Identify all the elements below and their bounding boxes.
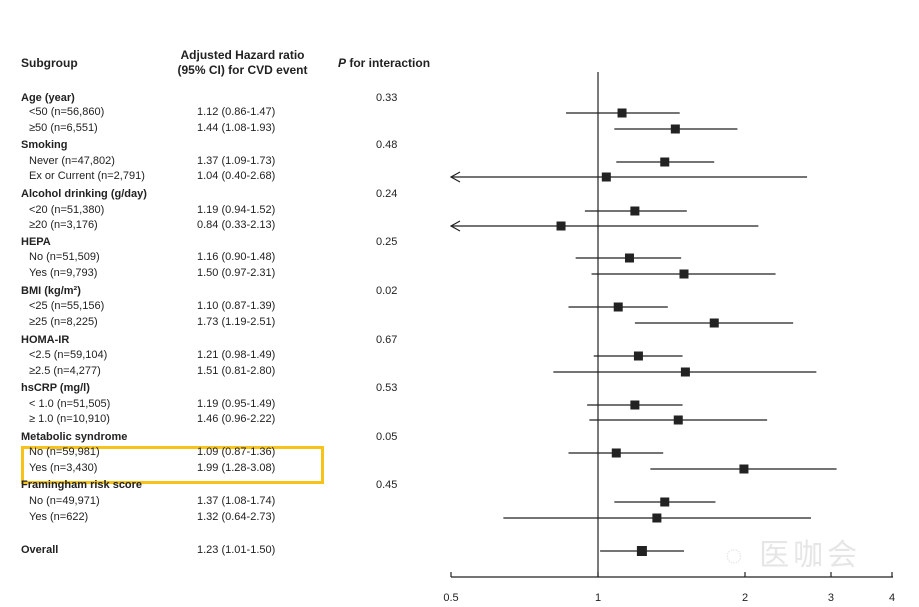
ci-arrow-left — [449, 220, 461, 232]
hr-ci-text: 1.32 (0.64-2.73) — [197, 511, 276, 523]
x-tick-label: 2 — [742, 592, 748, 604]
hr-ci-text: 1.12 (0.86-1.47) — [197, 106, 276, 118]
subgroup-label: ≥2.5 (n=4,277) — [29, 365, 101, 377]
subgroup-label: Yes (n=3,430) — [29, 462, 98, 474]
subgroup-label: < 1.0 (n=51,505) — [29, 398, 111, 410]
p-interaction-value: 0.45 — [376, 479, 398, 491]
hr-point — [660, 497, 670, 507]
hr-point — [739, 464, 749, 474]
hr-header-line2: (95% CI) for CVD event — [177, 63, 308, 77]
subgroup-label: Never (n=47,802) — [29, 155, 115, 167]
p-header-rest: for interaction — [346, 56, 431, 70]
hr-ci-text: 1.46 (0.96-2.22) — [197, 413, 276, 425]
hr-point — [680, 367, 690, 377]
hr-point — [670, 124, 680, 134]
hr-point — [660, 157, 670, 167]
p-interaction-value: 0.25 — [376, 236, 398, 248]
ci-arrow-left — [449, 171, 461, 183]
hr-ci-text: 1.19 (0.95-1.49) — [197, 398, 276, 410]
subgroup-label: ≥25 (n=8,225) — [29, 316, 98, 328]
subgroup-label: No (n=49,971) — [29, 495, 100, 507]
x-tick-label: 4 — [889, 592, 895, 604]
hr-point — [601, 172, 611, 182]
hr-ci-text: 1.10 (0.87-1.39) — [197, 300, 276, 312]
subgroup-label: ≥50 (n=6,551) — [29, 122, 98, 134]
p-interaction-value: 0.53 — [376, 382, 398, 394]
watermark-logo: ◌ 医咖会 — [725, 539, 862, 572]
hr-ci-text: 1.99 (1.28-3.08) — [197, 462, 276, 474]
hr-ci-text: 1.23 (1.01-1.50) — [197, 544, 276, 556]
subgroup-label: Ex or Current (n=2,791) — [29, 170, 145, 182]
subgroup-header-label: BMI (kg/m²) — [21, 285, 81, 297]
hr-header-line1: Adjusted Hazard ratio — [180, 48, 305, 62]
hr-point — [673, 415, 683, 425]
hr-ci-text: 1.37 (1.08-1.74) — [197, 495, 276, 507]
p-interaction-value: 0.33 — [376, 92, 398, 104]
hr-ci-text: 1.50 (0.97-2.31) — [197, 267, 276, 279]
hr-point — [630, 400, 640, 410]
p-header: P for interaction — [338, 56, 430, 71]
subgroup-header-label: Overall — [21, 544, 59, 556]
p-interaction-value: 0.02 — [376, 285, 398, 297]
hr-ci-text: 1.44 (1.08-1.93) — [197, 122, 276, 134]
subgroup-label: ≥20 (n=3,176) — [29, 219, 98, 231]
subgroup-header-label: HEPA — [21, 236, 51, 248]
subgroup-header-label: Framingham risk score — [21, 479, 143, 491]
highlight-box — [21, 446, 324, 484]
hr-ci-text: 1.51 (0.81-2.80) — [197, 365, 276, 377]
hr-point — [630, 206, 640, 216]
p-interaction-value: 0.48 — [376, 139, 398, 151]
hr-point — [624, 253, 634, 263]
subgroup-label: <25 (n=55,156) — [29, 300, 105, 312]
hr-point — [556, 221, 566, 231]
x-tick-label: 3 — [828, 592, 834, 604]
subgroup-header: Subgroup — [21, 56, 78, 70]
subgroup-label: No (n=59,981) — [29, 446, 100, 458]
p-header-italic: P — [338, 56, 347, 70]
subgroup-header-label: hsCRP (mg/l) — [21, 382, 90, 394]
overall-point — [636, 546, 647, 556]
hr-point — [617, 108, 627, 118]
subgroup-label: ≥ 1.0 (n=10,910) — [29, 413, 110, 425]
hr-ci-text: 1.73 (1.19-2.51) — [197, 316, 276, 328]
p-interaction-value: 0.67 — [376, 334, 398, 346]
hr-header: Adjusted Hazard ratio (95% CI) for CVD e… — [160, 48, 325, 78]
subgroup-header-label: HOMA-IR — [21, 334, 70, 346]
hr-point — [679, 269, 689, 279]
p-interaction-value: 0.24 — [376, 188, 398, 200]
subgroup-header-label: Age (year) — [21, 92, 75, 104]
hr-ci-text: 1.21 (0.98-1.49) — [197, 349, 276, 361]
hr-point — [709, 318, 719, 328]
subgroup-label: Yes (n=622) — [29, 511, 89, 523]
x-tick-label: 0.5 — [443, 592, 458, 604]
subgroup-label: <2.5 (n=59,104) — [29, 349, 108, 361]
subgroup-header-label: Metabolic syndrome — [21, 431, 128, 443]
p-interaction-value: 0.05 — [376, 431, 398, 443]
subgroup-label: No (n=51,509) — [29, 251, 100, 263]
subgroup-label: Yes (n=9,793) — [29, 267, 98, 279]
x-tick-label: 1 — [595, 592, 601, 604]
hr-ci-text: 0.84 (0.33-2.13) — [197, 219, 276, 231]
hr-point — [613, 302, 623, 312]
subgroup-label: <50 (n=56,860) — [29, 106, 105, 118]
hr-ci-text: 1.16 (0.90-1.48) — [197, 251, 276, 263]
subgroup-header-label: Smoking — [21, 139, 68, 151]
hr-ci-text: 1.37 (1.09-1.73) — [197, 155, 276, 167]
hr-ci-text: 1.19 (0.94-1.52) — [197, 204, 276, 216]
hr-point — [633, 351, 643, 361]
hr-point — [611, 448, 621, 458]
subgroup-header-label: Alcohol drinking (g/day) — [21, 188, 147, 200]
subgroup-label: <20 (n=51,380) — [29, 204, 105, 216]
hr-ci-text: 1.04 (0.40-2.68) — [197, 170, 276, 182]
hr-point — [652, 513, 662, 523]
hr-ci-text: 1.09 (0.87-1.36) — [197, 446, 276, 458]
